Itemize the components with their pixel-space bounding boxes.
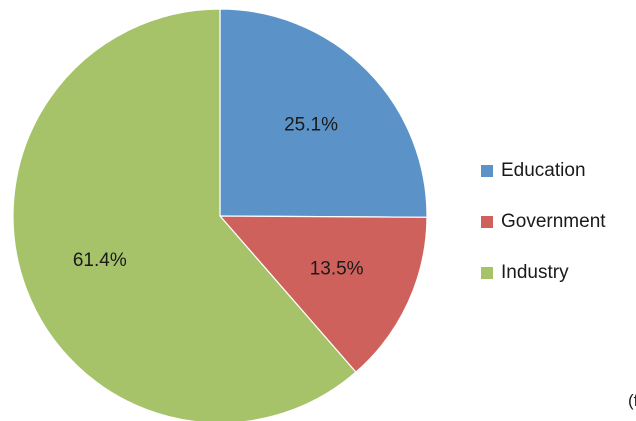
pie-slices xyxy=(12,8,428,421)
legend-swatch-industry xyxy=(481,267,493,279)
footnote-fragment: (f xyxy=(628,391,636,410)
legend-swatch-education xyxy=(481,165,493,177)
legend-swatch-government xyxy=(481,216,493,228)
pie-slice-government xyxy=(218,215,428,373)
legend-label-education: Education xyxy=(501,160,586,181)
data-label-industry: 61.4% xyxy=(73,250,127,271)
data-label-government: 13.5% xyxy=(310,259,364,280)
data-labels: 25.1% 13.5% 61.4% xyxy=(73,115,364,280)
legend-label-government: Government xyxy=(501,211,606,232)
data-label-education: 25.1% xyxy=(284,115,338,136)
legend: Education Government Industry xyxy=(481,160,606,283)
legend-label-industry: Industry xyxy=(501,262,569,283)
pie-slice-education xyxy=(219,8,428,218)
